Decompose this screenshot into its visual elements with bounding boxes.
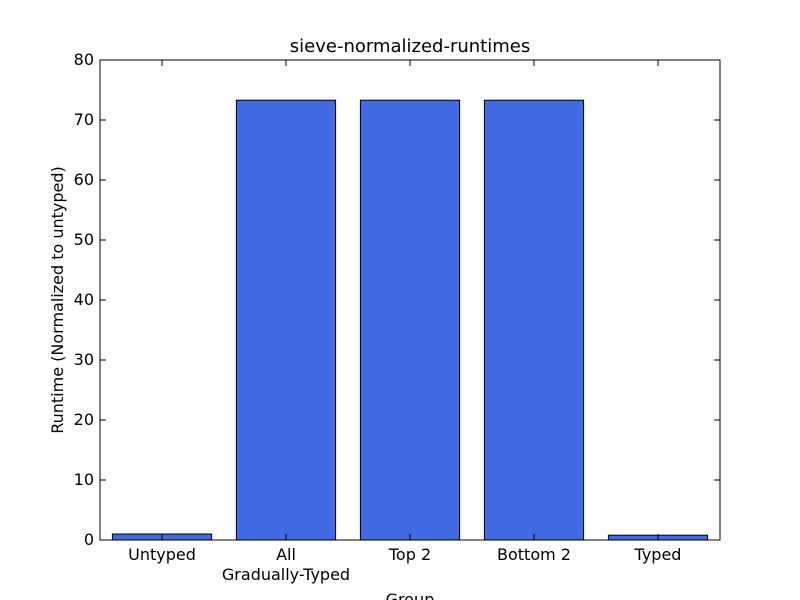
bar-3 <box>483 99 585 541</box>
plot-area <box>111 99 709 541</box>
bar-2 <box>359 99 461 541</box>
axes: 0 10 20 30 40 50 60 70 80 Untyped All Gradually-Typ… <box>74 50 720 584</box>
x-tick-label: Top 2 <box>388 545 431 564</box>
x-tick-label: Typed <box>634 545 682 564</box>
x-tick-label: Untyped <box>128 545 196 564</box>
x-axis-label: Group <box>386 590 435 600</box>
bar-1 <box>235 99 337 541</box>
y-tick-label: 40 <box>74 290 94 309</box>
y-tick-label: 30 <box>74 350 94 369</box>
y-tick-label: 80 <box>74 50 94 69</box>
y-tick-label: 50 <box>74 230 94 249</box>
y-tick-label: 20 <box>74 410 94 429</box>
x-tick-label: Bottom 2 <box>497 545 571 564</box>
chart-title: sieve-normalized-runtimes <box>290 36 530 57</box>
y-tick-label: 60 <box>74 170 94 189</box>
y-tick-label: 0 <box>84 530 94 549</box>
x-tick-label: All Gradually-Typed <box>222 545 350 584</box>
y-axis-label: Runtime (Normalized to untyped) <box>48 166 67 434</box>
y-tick-label: 10 <box>74 470 94 489</box>
y-tick-label: 70 <box>74 110 94 129</box>
